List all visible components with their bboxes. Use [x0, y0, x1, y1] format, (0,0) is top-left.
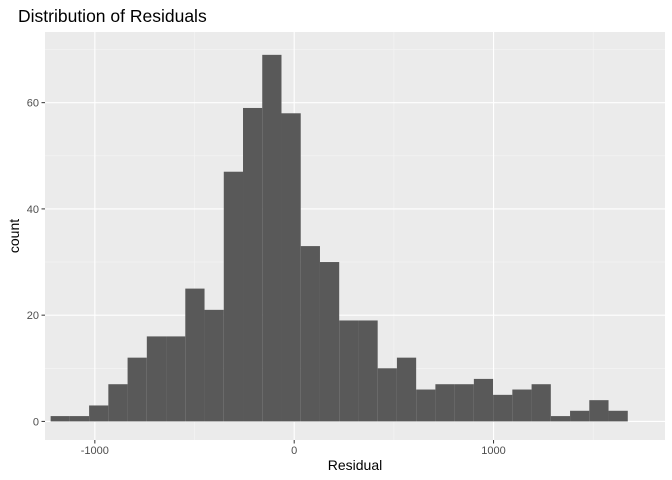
- histogram-bar: [127, 357, 147, 422]
- y-tick-label: 60: [27, 98, 39, 110]
- histogram-bar: [50, 416, 70, 422]
- histogram-bars: [50, 54, 628, 422]
- y-tick-label: 20: [27, 310, 39, 322]
- x-tick-label: 1000: [481, 445, 505, 457]
- histogram-bar: [185, 288, 205, 422]
- histogram-bar: [69, 416, 90, 422]
- histogram-bar: [377, 368, 397, 422]
- histogram-bar: [435, 384, 455, 422]
- histogram-bar: [493, 394, 513, 422]
- histogram-bar: [146, 336, 167, 422]
- histogram-bar: [223, 171, 244, 422]
- histogram-bar: [108, 384, 128, 422]
- histogram-bar: [358, 320, 378, 422]
- histogram-bar: [416, 389, 436, 422]
- y-tick-label: 40: [27, 204, 39, 216]
- histogram-bar: [473, 378, 494, 422]
- histogram-bar: [300, 246, 320, 422]
- y-tick-label: 0: [33, 416, 39, 428]
- histogram-bar: [550, 416, 571, 422]
- histogram-bar: [454, 384, 474, 422]
- histogram-bar: [531, 384, 551, 422]
- y-axis-title: count: [6, 219, 22, 253]
- x-axis: -1000 0 1000: [81, 440, 506, 457]
- histogram-bar: [281, 113, 301, 422]
- histogram-bar: [243, 107, 263, 422]
- histogram-bar: [262, 54, 282, 422]
- histogram-bar: [204, 309, 224, 422]
- x-axis-title: Residual: [328, 457, 382, 473]
- histogram-bar: [339, 320, 359, 422]
- histogram-bar: [570, 410, 590, 422]
- histogram-bar: [608, 410, 628, 422]
- x-tick-label: -1000: [81, 445, 109, 457]
- y-axis: 0 20 40 60: [27, 98, 45, 428]
- histogram-bar: [512, 389, 532, 422]
- histogram-bar: [319, 262, 340, 422]
- chart-title: Distribution of Residuals: [18, 6, 207, 26]
- histogram-bar: [396, 357, 417, 422]
- histogram-bar: [89, 405, 109, 422]
- histogram-bar: [166, 336, 186, 422]
- histogram-bar: [589, 400, 609, 422]
- x-tick-label: 0: [291, 445, 297, 457]
